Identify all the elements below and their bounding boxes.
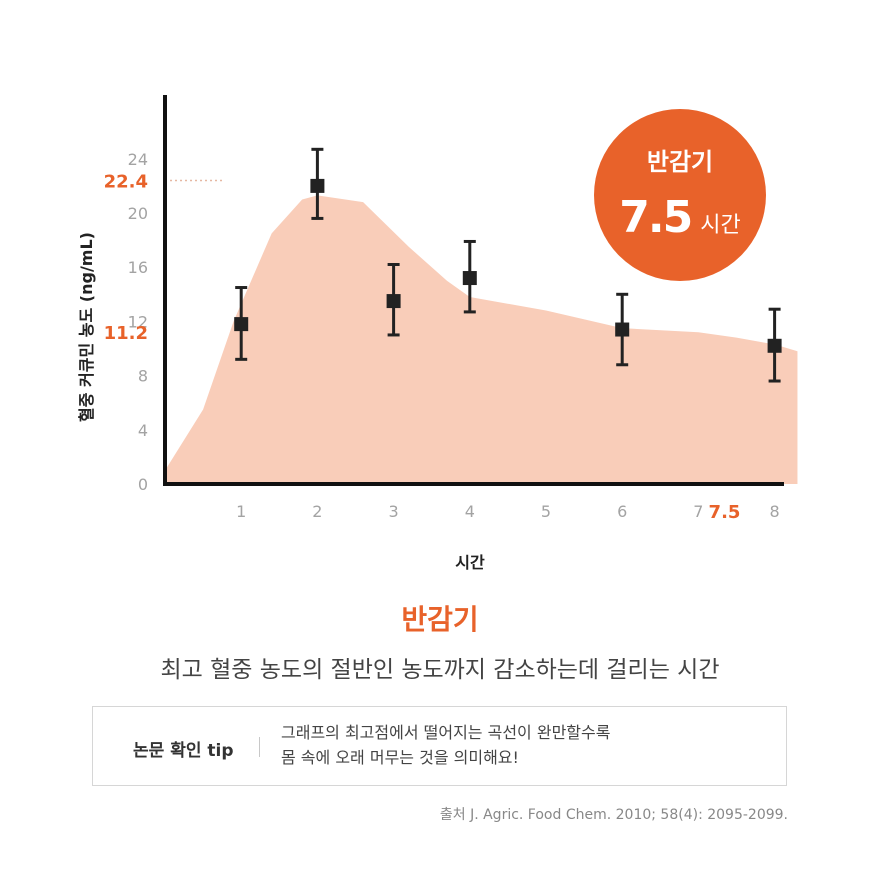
x-tick-label: 8 (770, 502, 780, 521)
data-point (767, 307, 782, 383)
x-tick-label: 2 (312, 502, 322, 521)
y-tick-label: 0 (138, 475, 148, 494)
y-tick-label: 20 (128, 204, 148, 223)
half-life-badge: 반감기 7.5 시간 (594, 109, 766, 281)
x-tick-label: 1 (236, 502, 246, 521)
tip-line-1: 그래프의 최고점에서 떨어지는 곡선이 완만할수록 (281, 723, 611, 742)
x-highlight-label: 7.5 (709, 502, 741, 523)
definition-text: 최고 혈중 농도의 절반인 농도까지 감소하는데 걸리는 시간 (160, 657, 720, 683)
point-marker (310, 178, 325, 193)
tip-line-2: 몸 속에 오래 머무는 것을 의미해요! (281, 748, 519, 767)
tip-text: 그래프의 최고점에서 떨어지는 곡선이 완만할수록 몸 속에 오래 머무는 것을… (281, 720, 761, 770)
x-axis-label: 시간 (455, 553, 485, 572)
tip-label: 논문 확인 tip (133, 741, 234, 761)
concentration-area (165, 195, 798, 484)
x-tick-label: 6 (617, 502, 627, 521)
x-tick-label: 5 (541, 502, 551, 521)
point-marker (234, 317, 249, 332)
point-marker (767, 338, 782, 353)
point-marker (615, 322, 630, 337)
x-tick-label: 3 (389, 502, 399, 521)
y-axis-label: 혈중 커큐민 농도 (ng/mL) (77, 232, 96, 422)
point-marker (462, 271, 477, 286)
badge-circle (594, 109, 766, 281)
data-point (386, 262, 401, 337)
data-point (615, 292, 630, 367)
x-tick-label: 4 (465, 502, 475, 521)
x-tick-label: 7 (693, 502, 703, 521)
point-marker (386, 294, 401, 309)
badge-value-group: 7.5 시간 (619, 192, 741, 243)
y-tick-label: 12 (128, 312, 148, 331)
y-tick-label: 4 (138, 421, 148, 440)
tip-divider (259, 737, 260, 757)
source-citation: 출처 J. Agric. Food Chem. 2010; 58(4): 209… (439, 807, 788, 823)
y-highlight-label: 11.2 (104, 323, 148, 344)
definition-title: 반감기 (401, 603, 479, 636)
data-point (310, 147, 325, 220)
y-tick-label: 8 (138, 367, 148, 386)
tip-box: 논문 확인 tip 그래프의 최고점에서 떨어지는 곡선이 완만할수록 몸 속에… (92, 706, 787, 786)
badge-value: 7.5 (619, 192, 691, 243)
y-highlight-label: 22.4 (104, 171, 148, 192)
badge-unit: 시간 (700, 213, 740, 238)
data-point (462, 239, 477, 314)
y-tick-label: 24 (128, 150, 148, 169)
y-tick-label: 16 (128, 258, 148, 277)
badge-title: 반감기 (647, 148, 713, 176)
data-point (234, 286, 249, 361)
